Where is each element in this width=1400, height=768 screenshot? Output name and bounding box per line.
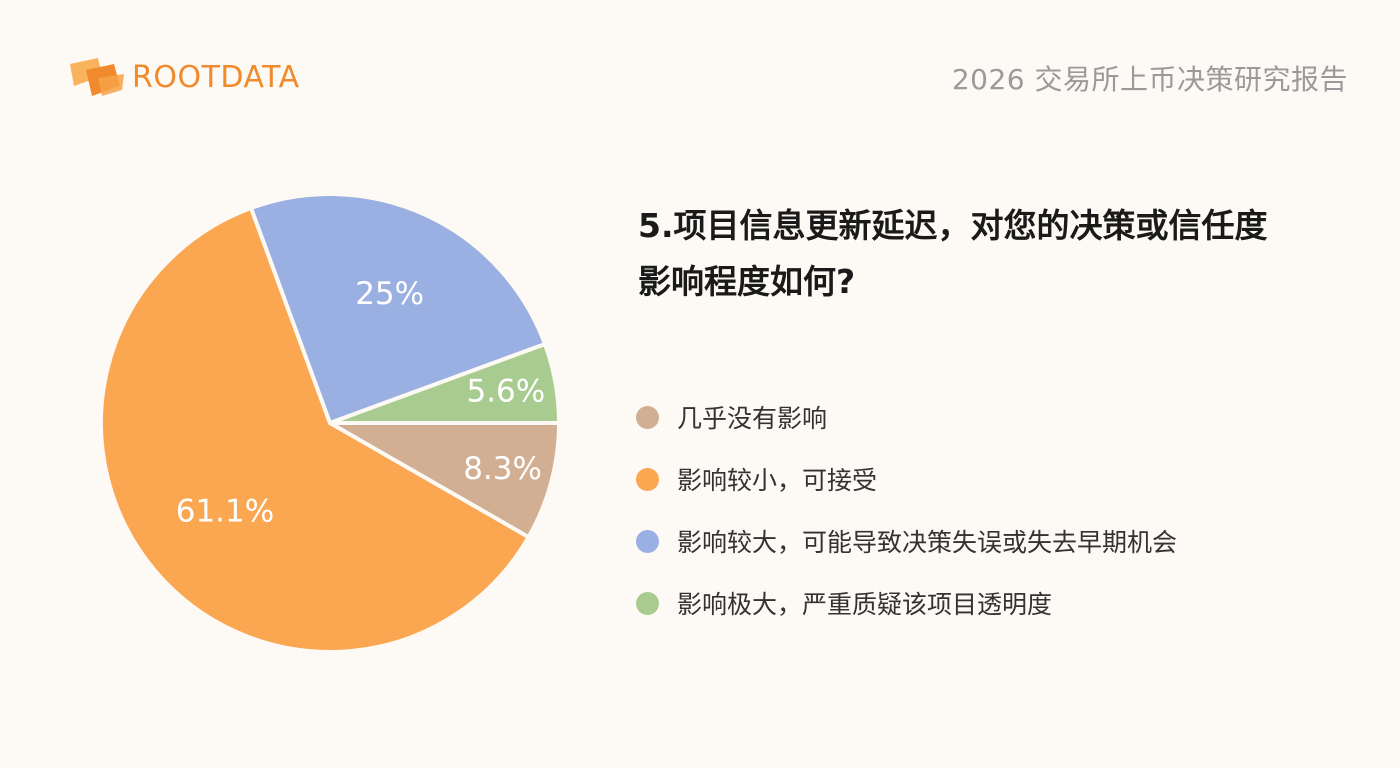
- legend-item: 几乎没有影响: [636, 386, 1177, 448]
- legend-item: 影响极大，严重质疑该项目透明度: [636, 572, 1177, 634]
- legend-label: 影响较小，可接受: [677, 466, 878, 495]
- slice-value-label: 5.6%: [466, 374, 545, 410]
- pie-slice: [328, 342, 561, 425]
- pie-slice: [99, 206, 531, 654]
- legend-swatch: [636, 591, 659, 615]
- chart-legend: 几乎没有影响影响较小，可接受影响较大，可能导致决策失误或失去早期机会 影响极大，严…: [636, 386, 1177, 634]
- pie-chart: 8.3% 61.1% 25% 5.6%: [90, 192, 570, 660]
- slice-value-label: 61.1%: [176, 494, 274, 530]
- question-line-2: 影响程度如何?: [638, 262, 856, 301]
- legend-label: 影响较大，可能导致决策失误或失去早期机会: [677, 528, 1178, 557]
- brand-name: ROOTDATA: [132, 60, 300, 95]
- legend-label: 影响极大，严重质疑该项目透明度: [677, 590, 1053, 619]
- question-title: 5.项目信息更新延迟，对您的决策或信任度 影响程度如何?: [638, 198, 1338, 310]
- pie-chart-svg: 8.3% 61.1% 25% 5.6%: [99, 192, 561, 654]
- slice-value-label: 8.3%: [463, 451, 542, 487]
- rootdata-logo: ROOTDATA: [68, 56, 300, 100]
- report-title: 2026 交易所上币决策研究报告: [951, 63, 1348, 96]
- pie-slice: [328, 421, 561, 540]
- legend-item: 影响较大，可能导致决策失误或失去早期机会: [636, 510, 1177, 572]
- legend-swatch: [636, 405, 659, 429]
- legend-label: 几乎没有影响: [677, 404, 828, 433]
- slice-value-label: 25%: [355, 276, 424, 312]
- rootdata-logo-icon: [70, 58, 124, 96]
- pie-slice: [249, 192, 547, 425]
- legend-item: 影响较小，可接受: [636, 448, 1177, 510]
- legend-swatch: [636, 467, 659, 491]
- question-line-1: 5.项目信息更新延迟，对您的决策或信任度: [638, 206, 1268, 245]
- legend-swatch: [636, 529, 659, 553]
